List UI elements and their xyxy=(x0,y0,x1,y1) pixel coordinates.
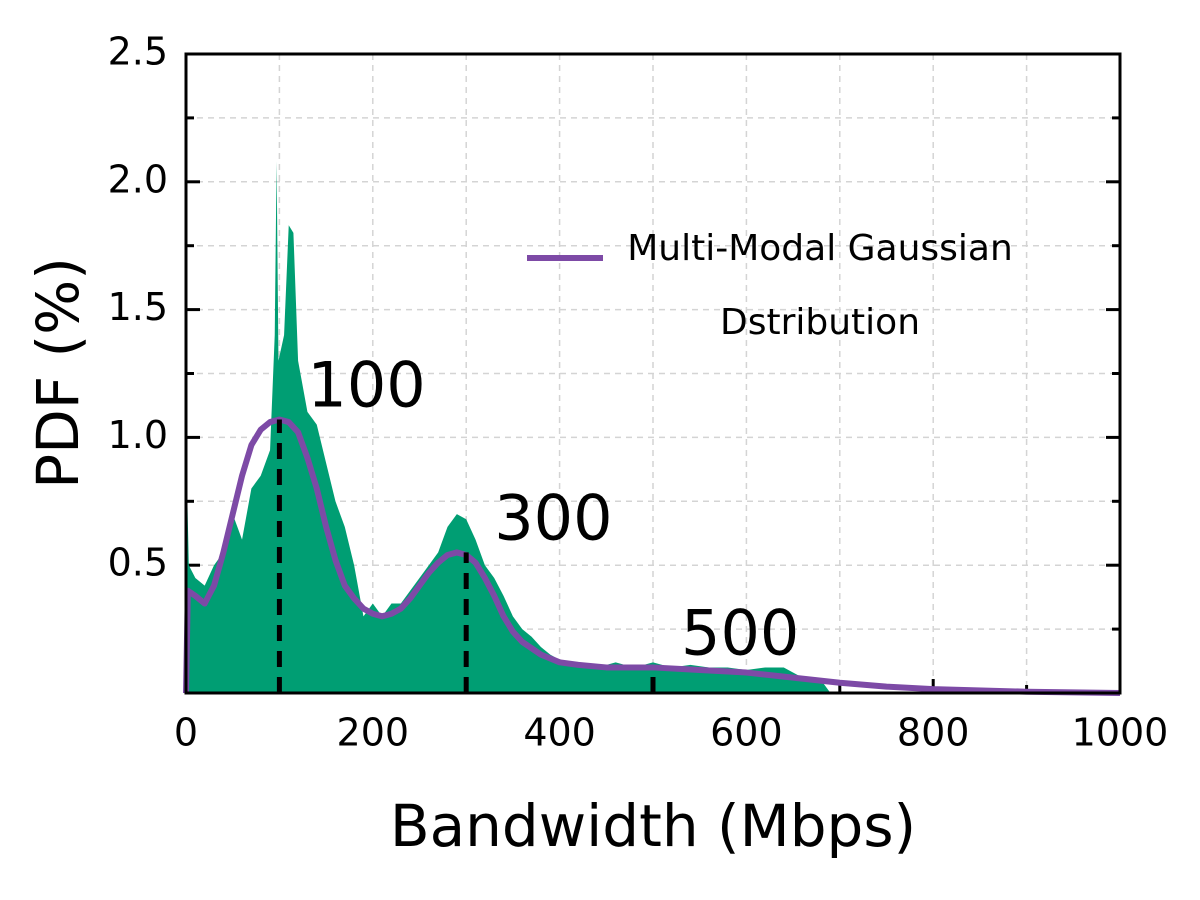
annotation-label: 500 xyxy=(681,597,799,670)
x-tick-label: 1000 xyxy=(1072,711,1169,755)
line xyxy=(183,416,1121,696)
y-axis-title: PDF (%) xyxy=(24,257,92,489)
annotation-label: 100 xyxy=(307,349,425,422)
x-axis-title: Bandwidth (Mbps) xyxy=(390,792,916,860)
y-tick-label: 2.5 xyxy=(108,30,168,74)
y-tick-label: 2.0 xyxy=(108,157,168,201)
x-tick-label: 800 xyxy=(897,711,970,755)
x-tick-label: 400 xyxy=(523,711,596,755)
y-tick-label: 1.5 xyxy=(108,285,168,329)
y-tick-label: 1.0 xyxy=(108,413,168,457)
plot-frame xyxy=(184,52,1122,695)
x-tick-label: 200 xyxy=(337,711,410,755)
annotation-label: 300 xyxy=(494,482,612,555)
x-tick-label: 600 xyxy=(710,711,783,755)
x-tick-label: 0 xyxy=(174,711,198,755)
legend-label: Multi-Modal Gaussian Dstribution xyxy=(627,228,1013,343)
y-tick-label: 0.5 xyxy=(108,541,168,585)
